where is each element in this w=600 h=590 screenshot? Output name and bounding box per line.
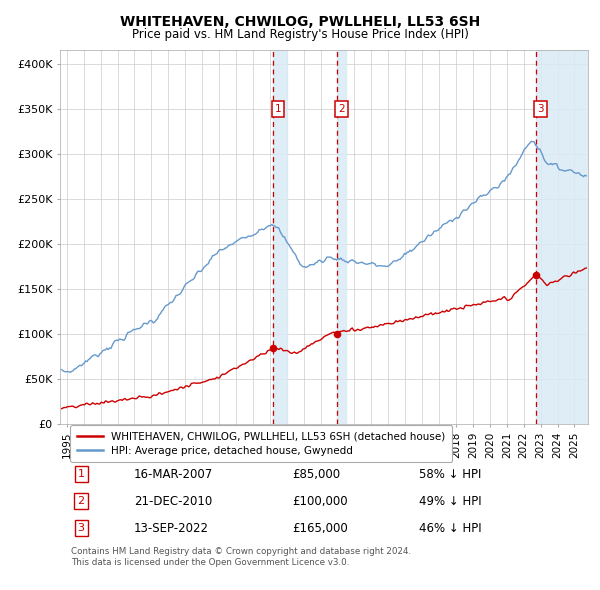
Text: 13-SEP-2022: 13-SEP-2022 xyxy=(134,522,209,535)
Text: 58% ↓ HPI: 58% ↓ HPI xyxy=(419,468,481,481)
Text: 46% ↓ HPI: 46% ↓ HPI xyxy=(419,522,482,535)
Text: 3: 3 xyxy=(537,104,544,114)
Text: 21-DEC-2010: 21-DEC-2010 xyxy=(134,494,212,507)
Text: 1: 1 xyxy=(275,104,281,114)
Text: WHITEHAVEN, CHWILOG, PWLLHELI, LL53 6SH: WHITEHAVEN, CHWILOG, PWLLHELI, LL53 6SH xyxy=(120,15,480,29)
Legend: WHITEHAVEN, CHWILOG, PWLLHELI, LL53 6SH (detached house), HPI: Average price, de: WHITEHAVEN, CHWILOG, PWLLHELI, LL53 6SH … xyxy=(70,425,452,462)
Text: 2: 2 xyxy=(338,104,345,114)
Text: £100,000: £100,000 xyxy=(292,494,348,507)
Bar xyxy=(536,50,588,424)
Text: £85,000: £85,000 xyxy=(292,468,340,481)
Text: Price paid vs. HM Land Registry's House Price Index (HPI): Price paid vs. HM Land Registry's House … xyxy=(131,28,469,41)
Text: Contains HM Land Registry data © Crown copyright and database right 2024.
This d: Contains HM Land Registry data © Crown c… xyxy=(71,548,410,567)
Bar xyxy=(274,50,287,424)
Text: 16-MAR-2007: 16-MAR-2007 xyxy=(134,468,213,481)
Text: 49% ↓ HPI: 49% ↓ HPI xyxy=(419,494,482,507)
Text: £165,000: £165,000 xyxy=(292,522,348,535)
Text: 2: 2 xyxy=(77,496,85,506)
Bar xyxy=(337,50,346,424)
Text: 3: 3 xyxy=(77,523,85,533)
Text: 1: 1 xyxy=(77,469,85,479)
